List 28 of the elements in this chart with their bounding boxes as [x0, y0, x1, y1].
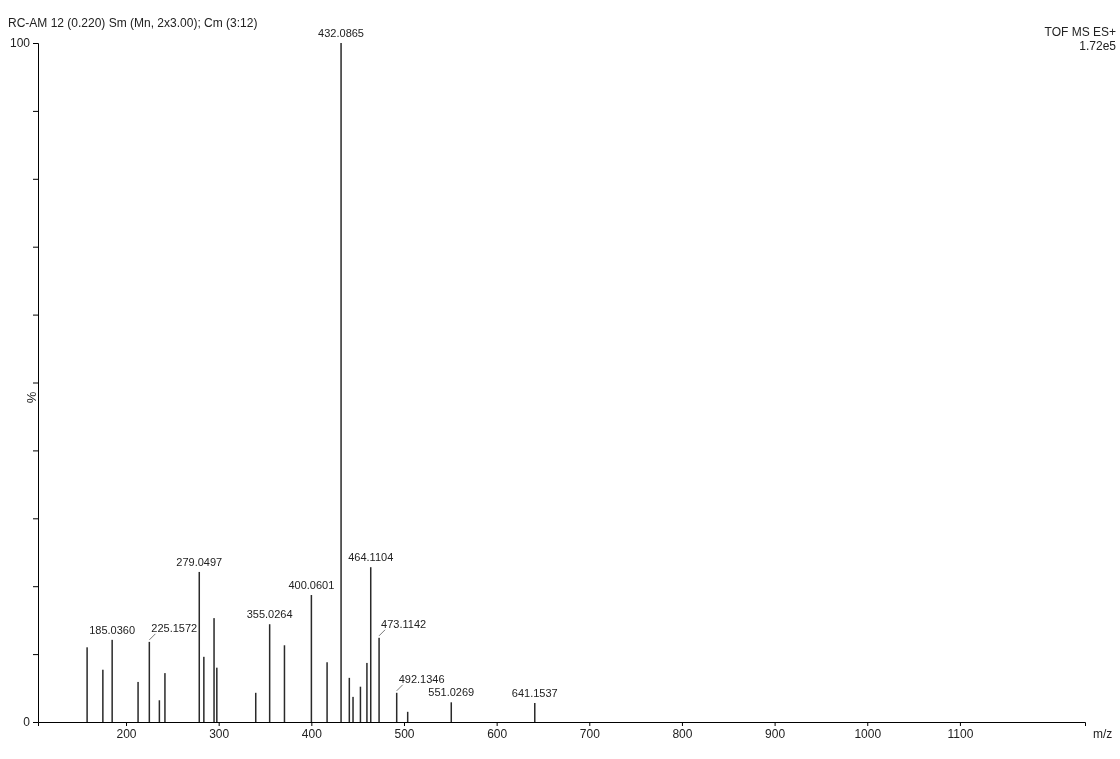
annotation: 1.72e5	[1079, 39, 1117, 53]
annotation: 279.0497	[176, 555, 223, 568]
x-tick-label: 600	[487, 726, 508, 741]
x-tick-label: 200	[116, 726, 137, 741]
x-tick-label: 300	[209, 726, 230, 741]
text: TOF MS ES+	[1044, 25, 1116, 39]
y-axis-title: %	[24, 391, 39, 404]
y-tick-label: 0	[23, 715, 31, 730]
chart-title: RC-AM 12 (0.220) Sm (Mn, 2x3.00); Cm (3:12)	[8, 16, 258, 30]
y-tick-label: 100	[9, 36, 31, 51]
annotation: 400.0601	[288, 579, 335, 592]
x-axis-title: m/z	[1093, 727, 1113, 741]
x-tick-label: 700	[579, 726, 601, 741]
x-tick-label: 1100	[947, 726, 974, 741]
annotation: 432.0865	[318, 27, 365, 39]
x-tick-label: 1000	[854, 726, 882, 741]
x-tick-label: 400	[301, 726, 323, 741]
annotation: 464.1104	[348, 551, 394, 564]
annotation: 492.1346	[398, 672, 445, 685]
annotation: 185.0360	[89, 623, 136, 636]
annotation: 473.1142	[381, 617, 427, 630]
annotation: 225.1572	[151, 621, 198, 634]
annotation: 551.0269	[428, 686, 475, 699]
x-tick-label: 500	[394, 726, 415, 741]
x-tick-label: 900	[765, 726, 786, 741]
annotation: 641.1537	[511, 686, 558, 699]
x-tick-label: 800	[672, 726, 693, 741]
annotation: 355.0264	[246, 608, 293, 621]
